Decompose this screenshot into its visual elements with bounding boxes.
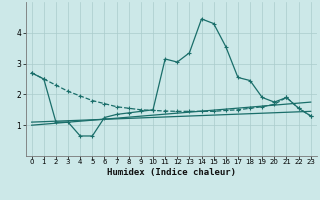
X-axis label: Humidex (Indice chaleur): Humidex (Indice chaleur) [107, 168, 236, 177]
